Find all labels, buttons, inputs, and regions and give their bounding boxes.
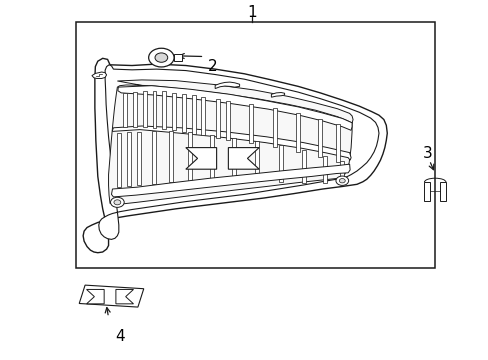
Polygon shape <box>249 104 253 143</box>
Polygon shape <box>185 148 216 169</box>
Circle shape <box>148 48 174 67</box>
Polygon shape <box>228 148 259 169</box>
Polygon shape <box>215 82 239 89</box>
Bar <box>424 182 429 201</box>
Polygon shape <box>336 124 340 162</box>
Polygon shape <box>99 65 378 239</box>
Text: 2: 2 <box>207 59 217 74</box>
Polygon shape <box>172 93 176 130</box>
Polygon shape <box>339 161 343 183</box>
Polygon shape <box>210 135 214 181</box>
Polygon shape <box>168 131 172 182</box>
Text: 3: 3 <box>422 145 432 161</box>
Polygon shape <box>112 126 350 160</box>
Polygon shape <box>271 93 284 97</box>
Circle shape <box>155 53 167 62</box>
Polygon shape <box>137 132 141 185</box>
Polygon shape <box>317 119 321 157</box>
Polygon shape <box>151 131 155 184</box>
Polygon shape <box>86 289 104 304</box>
Polygon shape <box>123 93 127 127</box>
Polygon shape <box>162 91 166 129</box>
Polygon shape <box>108 80 352 204</box>
Polygon shape <box>296 113 300 152</box>
Polygon shape <box>191 95 195 134</box>
Polygon shape <box>225 101 229 140</box>
Polygon shape <box>79 285 143 307</box>
Polygon shape <box>302 150 305 183</box>
Polygon shape <box>188 132 192 181</box>
Circle shape <box>114 200 121 205</box>
Polygon shape <box>142 91 146 127</box>
Polygon shape <box>182 94 185 132</box>
Polygon shape <box>118 86 351 130</box>
Circle shape <box>110 197 124 207</box>
Bar <box>439 182 445 201</box>
Bar <box>76 22 434 268</box>
Polygon shape <box>152 91 156 128</box>
Text: 1: 1 <box>246 5 256 20</box>
Polygon shape <box>92 72 106 78</box>
Polygon shape <box>174 54 182 61</box>
Text: 4: 4 <box>115 329 124 344</box>
Polygon shape <box>201 97 205 135</box>
Circle shape <box>335 176 348 185</box>
Polygon shape <box>116 289 133 304</box>
Polygon shape <box>133 92 137 127</box>
Polygon shape <box>272 108 276 147</box>
Circle shape <box>339 179 345 183</box>
Polygon shape <box>322 156 326 183</box>
Polygon shape <box>111 164 349 197</box>
Polygon shape <box>232 138 236 181</box>
Polygon shape <box>216 99 220 138</box>
Polygon shape <box>83 58 386 253</box>
Polygon shape <box>127 132 131 186</box>
Polygon shape <box>255 141 259 181</box>
Polygon shape <box>278 145 282 182</box>
Polygon shape <box>117 133 121 187</box>
